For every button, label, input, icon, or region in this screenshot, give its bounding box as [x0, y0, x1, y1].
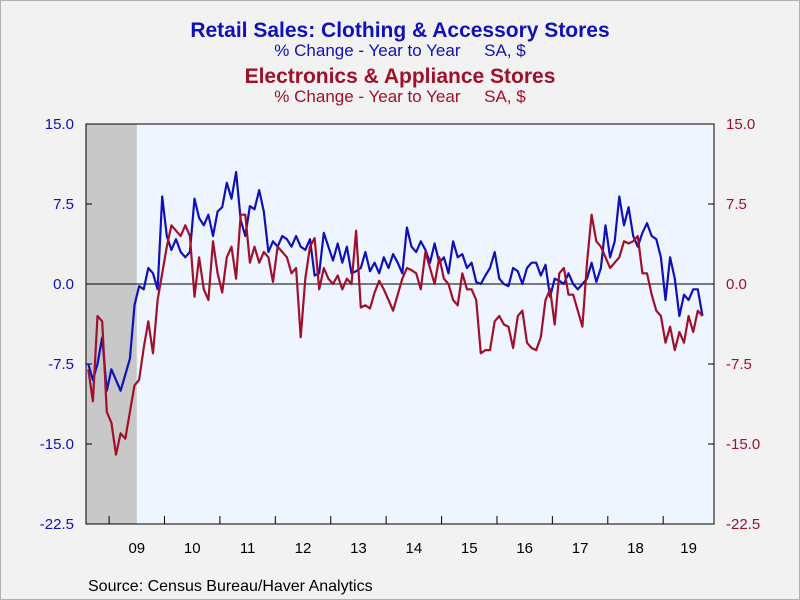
x-tick-label: 16 — [516, 540, 533, 557]
x-tick-label: 10 — [184, 540, 201, 557]
x-tick-label: 15 — [461, 540, 478, 557]
recession-shading — [86, 124, 137, 524]
series1-subtitle: % Change - Year to Year SA, $ — [274, 41, 526, 60]
x-tick-label: 09 — [128, 540, 145, 557]
x-tick-label: 13 — [350, 540, 367, 557]
series2-title: Electronics & Appliance Stores — [244, 65, 556, 88]
series1-title-block: Retail Sales: Clothing & Accessory Store… — [0, 19, 800, 60]
plot-area — [86, 124, 714, 524]
x-tick-label: 19 — [680, 540, 697, 557]
x-tick-label: 17 — [572, 540, 589, 557]
x-tick-label: 12 — [295, 540, 312, 557]
right-tick-label: -7.5 — [726, 356, 752, 373]
series2-subtitle: % Change - Year to Year SA, $ — [274, 87, 526, 106]
x-tick-label: 18 — [627, 540, 644, 557]
plot-border — [85, 123, 715, 525]
left-tick-label: -22.5 — [40, 516, 74, 533]
x-tick-label: 11 — [240, 540, 256, 557]
left-tick-label: 7.5 — [53, 196, 74, 213]
right-tick-label: 7.5 — [726, 196, 747, 213]
right-tick-label: 0.0 — [726, 276, 747, 293]
left-tick-label: -7.5 — [48, 356, 74, 373]
left-tick-label: 15.0 — [45, 116, 74, 133]
left-tick-label: -15.0 — [40, 436, 74, 453]
left-tick-label: 0.0 — [53, 276, 74, 293]
right-tick-label: 15.0 — [726, 116, 755, 133]
right-tick-label: -15.0 — [726, 436, 760, 453]
x-tick-label: 14 — [406, 540, 423, 557]
series1-title: Retail Sales: Clothing & Accessory Store… — [190, 19, 610, 42]
electronics-series-line — [87, 213, 704, 456]
right-tick-label: -22.5 — [726, 516, 760, 533]
source-note: Source: Census Bureau/Haver Analytics — [88, 578, 373, 595]
series2-title-block: Electronics & Appliance Stores % Change … — [0, 65, 800, 106]
